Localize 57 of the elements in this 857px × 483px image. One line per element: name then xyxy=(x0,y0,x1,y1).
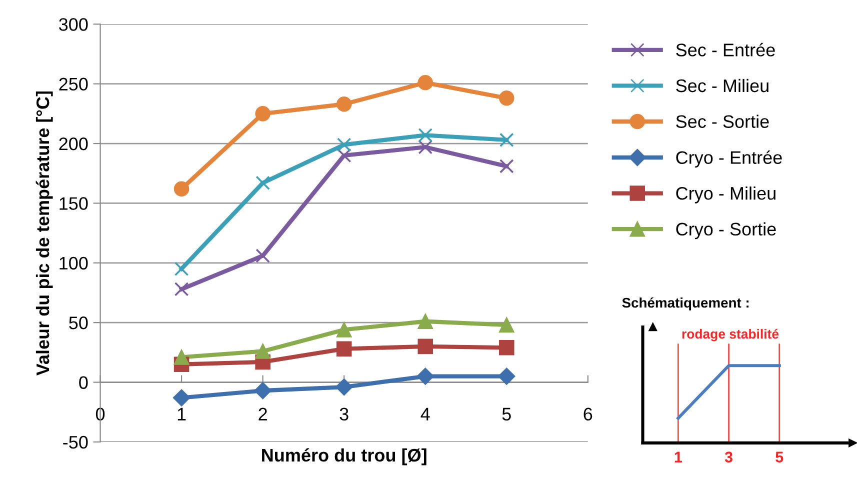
point xyxy=(336,96,352,112)
point xyxy=(174,262,189,276)
point xyxy=(498,90,514,106)
point xyxy=(418,75,433,90)
y-tick-label: 200 xyxy=(59,137,88,150)
point xyxy=(418,338,433,354)
x-tick-label: 1 xyxy=(674,452,682,462)
x-tick-label: 6 xyxy=(584,408,592,421)
y-tick-label: 100 xyxy=(60,256,88,270)
y-tick-label: 50 xyxy=(69,316,88,330)
point xyxy=(499,159,514,174)
point xyxy=(174,282,189,296)
y-tick-label: 250 xyxy=(59,78,88,91)
point xyxy=(336,341,352,356)
point xyxy=(336,322,352,338)
point xyxy=(255,106,270,122)
legend-label: Sec - Milieu xyxy=(676,78,768,92)
legend-label: Cryo - Sortie xyxy=(676,222,776,240)
point xyxy=(254,382,272,400)
y-tick-label: 150 xyxy=(60,197,88,210)
point xyxy=(255,344,270,359)
legend-label: Cryo - Entrée xyxy=(676,150,782,168)
point xyxy=(418,314,433,330)
point xyxy=(336,148,352,163)
text: stabilité xyxy=(730,328,779,339)
legend-label: Sec - Entrée xyxy=(676,42,775,56)
x-tick-label: 3 xyxy=(724,452,732,462)
point xyxy=(256,176,270,190)
point xyxy=(499,132,514,148)
point xyxy=(172,389,190,406)
point xyxy=(336,378,353,396)
legend-label: Sec - Sortie xyxy=(676,114,769,128)
point xyxy=(256,248,270,263)
point xyxy=(498,340,514,356)
x-tick-label: 1 xyxy=(178,408,186,420)
x-tick-label: 0 xyxy=(96,408,105,421)
point xyxy=(174,181,190,197)
y-tick-label: -50 xyxy=(63,436,88,449)
text: rodage xyxy=(682,328,726,342)
y-axis-title: Valeur du pic de température [°C] xyxy=(36,91,53,376)
point xyxy=(416,368,434,385)
point xyxy=(498,317,514,333)
legend-label: Cryo - Milieu xyxy=(676,186,776,204)
x-tick-label: 5 xyxy=(502,408,511,421)
x-tick-label: 2 xyxy=(258,408,267,420)
x-axis-title: Numéro du trou [Ø] xyxy=(262,448,426,466)
x-tick-label: 5 xyxy=(776,452,784,462)
point xyxy=(418,140,433,154)
point xyxy=(174,350,190,365)
chart-title: Schématiquement : xyxy=(622,297,749,310)
y-tick-label: 300 xyxy=(59,18,88,31)
x-tick-label: 3 xyxy=(340,408,348,421)
point xyxy=(418,128,433,142)
y-tick-label: 0 xyxy=(79,376,88,389)
x-tick-label: 4 xyxy=(420,408,430,420)
point xyxy=(498,368,516,385)
point xyxy=(336,138,352,152)
